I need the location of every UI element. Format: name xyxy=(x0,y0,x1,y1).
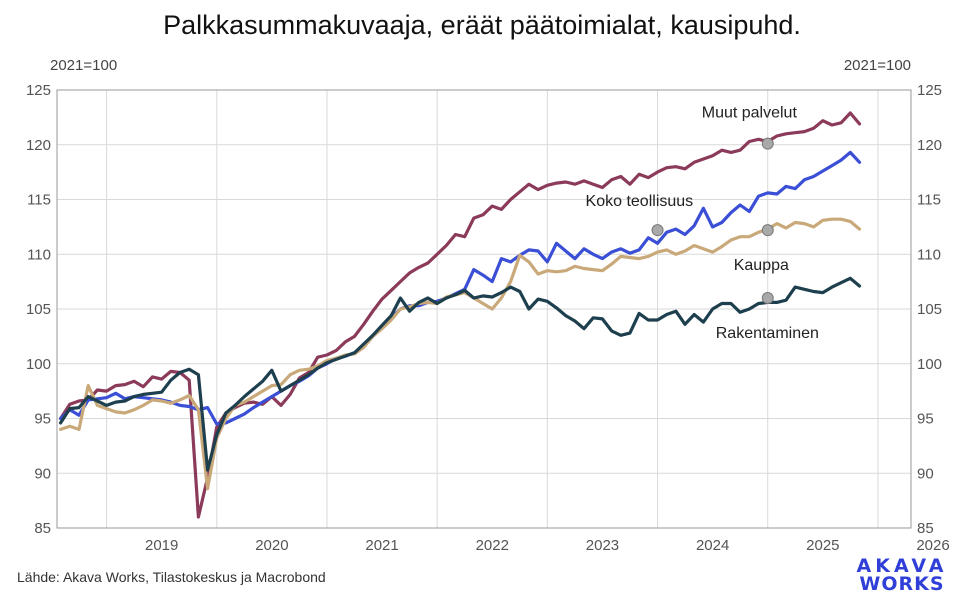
y-tick-left-120: 120 xyxy=(26,137,51,154)
x-tick-2022: 2022 xyxy=(476,537,509,554)
y-axis-unit-right: 2021=100 xyxy=(843,57,911,74)
logo-line-1: AKAVA xyxy=(856,555,948,577)
x-tick-2019: 2019 xyxy=(145,537,178,554)
y-tick-right-100: 100 xyxy=(917,356,942,373)
annotation-marker-kauppa xyxy=(761,224,774,237)
series-lines xyxy=(58,111,862,519)
y-tick-left-100: 100 xyxy=(26,356,51,373)
annotation-label-koko-teollisuus: Koko teollisuus xyxy=(586,193,694,210)
axes: 85 85 90 90 95 95 100 100 105 105 110 110 115 115 120 1… xyxy=(26,82,950,554)
y-tick-right-125: 125 xyxy=(917,82,942,99)
annotation-label-kauppa: Kauppa xyxy=(734,257,789,274)
y-axis-unit-left: 2021=100 xyxy=(50,57,118,74)
series-line-muut-palvelut xyxy=(58,111,862,519)
y-tick-right-85: 85 xyxy=(917,520,934,537)
series-line-koko-teollisuus xyxy=(58,150,862,426)
y-tick-left-95: 95 xyxy=(34,411,51,428)
y-tick-right-115: 115 xyxy=(917,192,941,209)
x-tick-2025: 2025 xyxy=(806,537,839,554)
akava-works-logo: AKAVA WORKS xyxy=(852,555,952,595)
y-tick-right-95: 95 xyxy=(917,411,934,428)
grid-lines xyxy=(57,89,911,529)
y-tick-right-105: 105 xyxy=(917,301,942,318)
x-tick-2026: 2026 xyxy=(916,537,949,554)
annotation-label-muut-palvelut: Muut palvelut xyxy=(702,105,798,122)
y-tick-left-125: 125 xyxy=(26,82,51,99)
x-tick-2024: 2024 xyxy=(696,537,729,554)
annotation-marker-koko-teollisuus xyxy=(651,224,664,237)
y-tick-left-105: 105 xyxy=(26,301,51,318)
chart-title: Palkkasummakuvaaja, eräät päätoimialat, … xyxy=(163,10,801,40)
x-tick-2021: 2021 xyxy=(365,537,398,554)
x-tick-2020: 2020 xyxy=(255,537,288,554)
y-tick-left-110: 110 xyxy=(27,246,51,263)
source-note: Lähde: Akava Works, Tilastokeskus ja Mac… xyxy=(17,569,326,585)
logo-line-2: WORKS xyxy=(859,573,945,595)
plot-frame xyxy=(56,89,912,529)
annotation-marker-muut-palvelut xyxy=(761,137,774,150)
annotation-label-rakentaminen: Rakentaminen xyxy=(716,325,819,342)
y-tick-left-85: 85 xyxy=(34,520,51,537)
y-tick-left-90: 90 xyxy=(34,465,51,482)
y-tick-right-120: 120 xyxy=(917,137,942,154)
x-tick-2023: 2023 xyxy=(586,537,619,554)
series-line-rakentaminen xyxy=(58,276,862,472)
y-tick-right-90: 90 xyxy=(917,465,934,482)
y-tick-right-110: 110 xyxy=(917,246,941,263)
y-tick-left-115: 115 xyxy=(27,192,51,209)
annotations: Muut palvelut Koko teollisuus Kauppa Rakent… xyxy=(586,105,819,342)
annotation-marker-rakentaminen xyxy=(761,292,774,305)
